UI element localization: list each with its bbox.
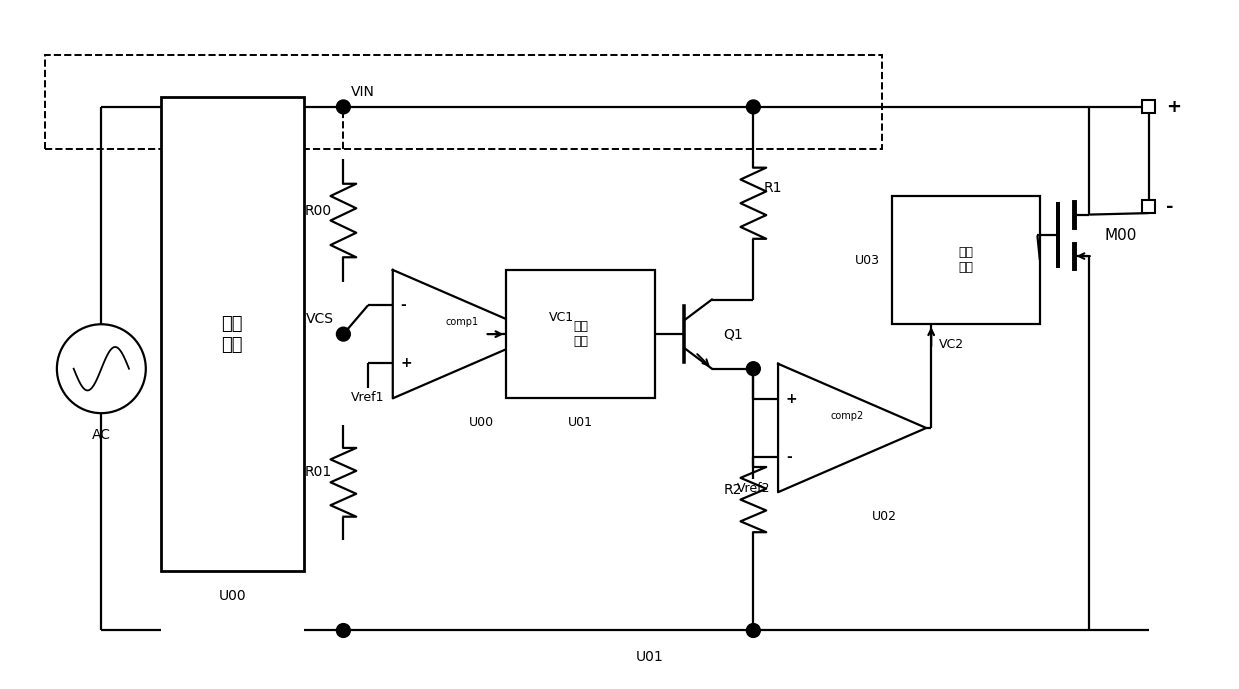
Text: 驱动
电路: 驱动 电路 (958, 246, 974, 274)
Text: +: + (400, 356, 413, 370)
Text: +: + (786, 392, 798, 406)
Text: VCS: VCS (306, 312, 333, 326)
Text: +: + (1166, 98, 1181, 116)
Text: R1: R1 (763, 181, 782, 196)
Bar (892, 196, 1040, 325)
Text: R2: R2 (724, 483, 741, 497)
Bar (1142, 101, 1155, 113)
Text: Q1: Q1 (724, 327, 743, 341)
Circle shape (746, 624, 761, 637)
Text: M00: M00 (1104, 228, 1136, 243)
Circle shape (337, 624, 351, 637)
Text: U00: U00 (218, 589, 247, 603)
Text: U03: U03 (855, 254, 880, 267)
Text: -: - (1166, 198, 1173, 216)
Text: U00: U00 (470, 416, 494, 429)
Text: VC2: VC2 (939, 338, 964, 351)
Text: Vref2: Vref2 (737, 482, 771, 495)
Bar (1142, 200, 1155, 213)
Text: AC: AC (92, 428, 110, 442)
Text: U02: U02 (872, 510, 897, 523)
Circle shape (57, 325, 146, 413)
Circle shape (746, 362, 761, 376)
Circle shape (746, 100, 761, 114)
Text: R00: R00 (305, 204, 332, 218)
Bar (161, 97, 304, 571)
Text: -: - (786, 450, 792, 464)
Bar (507, 270, 654, 398)
Text: comp2: comp2 (830, 411, 864, 421)
Circle shape (337, 100, 351, 114)
Text: U01: U01 (567, 416, 593, 429)
Text: VIN: VIN (352, 85, 375, 99)
Text: R01: R01 (305, 466, 332, 480)
Text: -: - (400, 298, 406, 312)
Text: 整流
电路: 整流 电路 (222, 315, 243, 353)
Circle shape (337, 327, 351, 341)
Text: Vref1: Vref1 (352, 391, 385, 404)
Text: comp1: comp1 (445, 317, 478, 327)
Text: 驱动
电路: 驱动 电路 (572, 320, 589, 348)
Text: VC1: VC1 (549, 311, 574, 325)
Text: U01: U01 (636, 650, 664, 664)
